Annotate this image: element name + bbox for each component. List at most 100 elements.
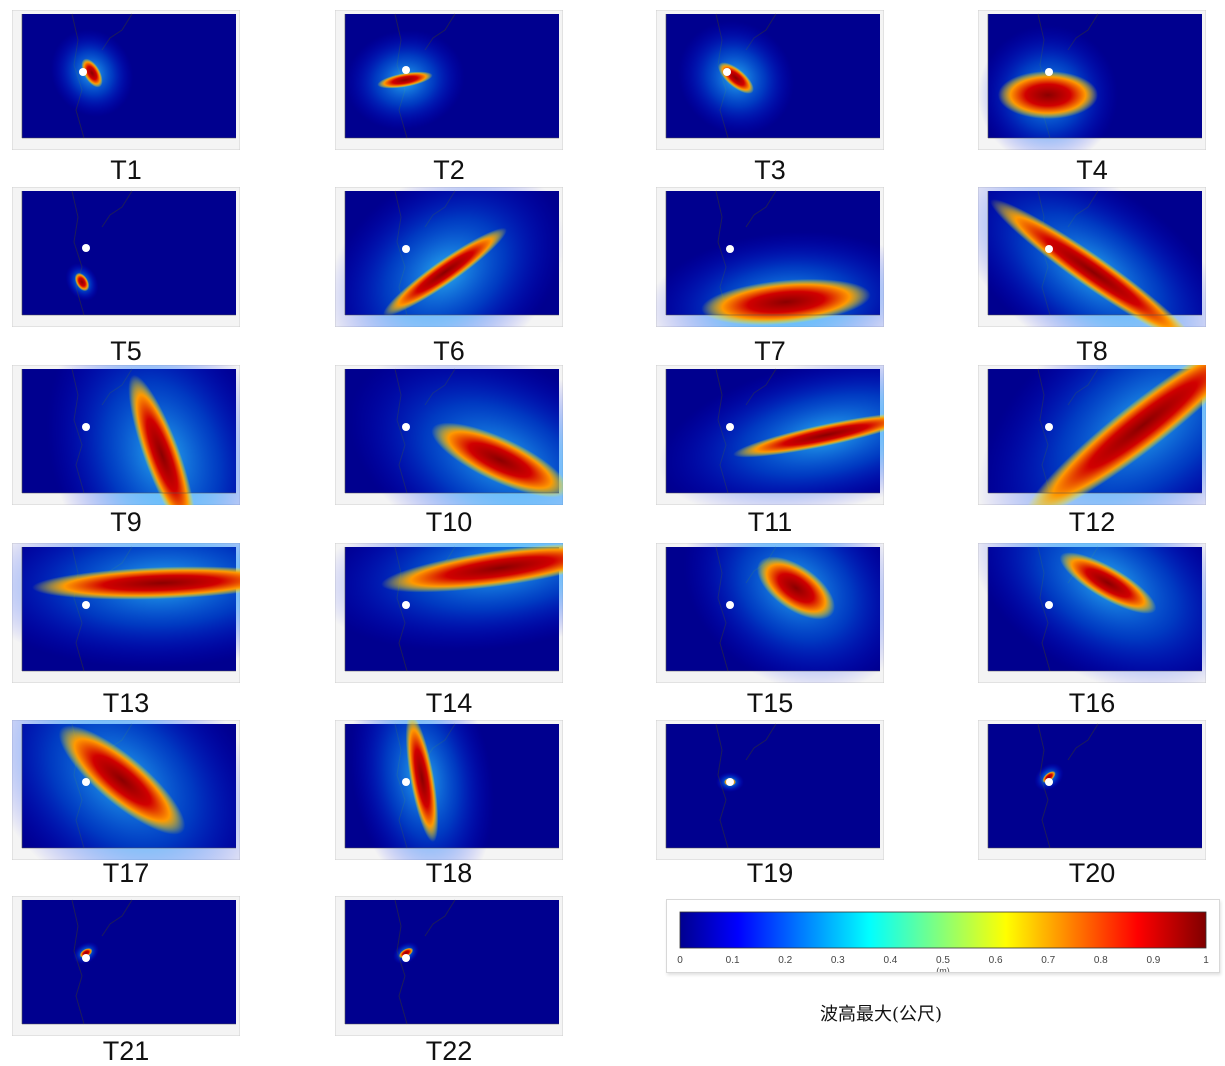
wave-height-map-t12 — [978, 365, 1206, 505]
site-marker — [82, 601, 90, 609]
max-wave-hotspot — [1023, 365, 1206, 505]
panel-label: T8 — [1076, 336, 1108, 366]
map-plot — [12, 187, 240, 327]
site-marker — [723, 68, 731, 76]
panel-label: T18 — [425, 858, 473, 888]
panel-label: T12 — [1068, 507, 1116, 537]
wave-height-map-t22 — [335, 896, 563, 1036]
panel-label: T13 — [102, 688, 150, 718]
map-plot — [978, 10, 1206, 150]
panel-label: T17 — [102, 858, 150, 888]
wave-height-map-t7 — [656, 187, 884, 327]
map-plot — [335, 365, 563, 505]
site-marker — [402, 954, 410, 962]
panel-label: T1 — [110, 155, 142, 185]
max-wave-hotspot — [32, 566, 240, 600]
coastline — [101, 899, 133, 937]
colorbar-title: 波高最大(公尺) — [820, 1004, 943, 1025]
site-marker — [726, 245, 734, 253]
colorbar-svg: 0 0.1 0.2 0.3 0.4 0.5 0.6 0.7 0.8 0.9 1 (m) — [677, 911, 1209, 976]
site-marker — [82, 244, 90, 252]
coastline — [745, 190, 777, 228]
max-wave-hotspot — [81, 58, 103, 88]
ocean-field — [22, 900, 236, 1024]
colorbar-tick-label: 1 — [1203, 955, 1209, 966]
map-plot — [656, 365, 884, 505]
map-plot — [978, 720, 1206, 860]
max-wave-hotspot — [733, 412, 884, 458]
max-wave-hotspot — [998, 71, 1098, 119]
site-marker — [1045, 778, 1053, 786]
colorbar-tick-label: 0.6 — [989, 955, 1003, 966]
coastline — [424, 899, 456, 937]
site-marker — [1045, 423, 1053, 431]
panel-label: T16 — [1068, 688, 1116, 718]
map-plot — [656, 543, 884, 683]
map-plot — [978, 365, 1206, 505]
max-wave-hotspot — [405, 720, 439, 843]
site-marker — [1045, 601, 1053, 609]
panel-label: T9 — [110, 507, 142, 537]
panel-label: T7 — [754, 336, 786, 366]
wave-height-map-t11 — [656, 365, 884, 505]
max-wave-hotspot — [377, 71, 433, 89]
site-marker — [402, 245, 410, 253]
wave-height-map-t9 — [12, 365, 240, 505]
map-plot — [335, 896, 563, 1036]
ocean-field — [666, 724, 880, 848]
map-plot — [335, 720, 563, 860]
site-marker — [79, 68, 87, 76]
wave-height-map-t15 — [656, 543, 884, 683]
wave-height-map-t17 — [12, 720, 240, 860]
map-plot — [656, 720, 884, 860]
map-plot — [12, 896, 240, 1036]
colorbar-tick-label: 0.3 — [831, 955, 845, 966]
max-wave-hotspot — [74, 272, 90, 292]
colorbar: 0 0.1 0.2 0.3 0.4 0.5 0.6 0.7 0.8 0.9 1 (m) — [666, 899, 1220, 976]
coastline — [101, 190, 133, 228]
colorbar-tick-label: 0.7 — [1041, 955, 1055, 966]
max-wave-hotspot — [381, 543, 563, 593]
wave-height-map-t4 — [978, 10, 1206, 150]
panel-label: T15 — [746, 688, 794, 718]
site-marker — [1045, 68, 1053, 76]
panel-label: T22 — [425, 1036, 473, 1066]
panel-label: T4 — [1076, 155, 1108, 185]
panel-label: T20 — [1068, 858, 1116, 888]
panel-label: T14 — [425, 688, 473, 718]
wave-height-map-t5 — [12, 187, 240, 327]
panel-label: T6 — [433, 336, 465, 366]
max-wave-hotspot — [398, 947, 414, 959]
panel-label: T10 — [425, 507, 473, 537]
ocean-field — [345, 900, 559, 1024]
map-plot — [656, 10, 884, 150]
colorbar-tick-label: 0.2 — [778, 955, 792, 966]
wave-height-map-t21 — [12, 896, 240, 1036]
map-plot — [978, 187, 1206, 327]
site-marker — [726, 423, 734, 431]
ocean-field — [988, 724, 1202, 848]
map-plot — [656, 187, 884, 327]
map-plot — [978, 543, 1206, 683]
wave-height-map-t10 — [335, 365, 563, 505]
panel-label: T19 — [746, 858, 794, 888]
map-plot — [12, 543, 240, 683]
panel-label: T3 — [754, 155, 786, 185]
wave-height-map-t6 — [335, 187, 563, 327]
site-marker — [82, 778, 90, 786]
wave-height-map-t16 — [978, 543, 1206, 683]
site-marker — [1045, 245, 1053, 253]
wave-height-map-t1 — [12, 10, 240, 150]
max-wave-hotspot — [79, 948, 93, 958]
coastline — [1067, 723, 1099, 761]
max-wave-hotspot — [431, 422, 563, 498]
map-plot — [12, 720, 240, 860]
map-plot — [12, 365, 240, 505]
colorbar-gradient — [679, 911, 1207, 949]
site-marker — [402, 66, 410, 74]
colorbar-tick-label: 0.1 — [726, 955, 740, 966]
map-plot — [335, 543, 563, 683]
wave-height-map-t14 — [335, 543, 563, 683]
colorbar-tick-label: 0.5 — [936, 955, 950, 966]
max-wave-hotspot — [701, 278, 871, 326]
